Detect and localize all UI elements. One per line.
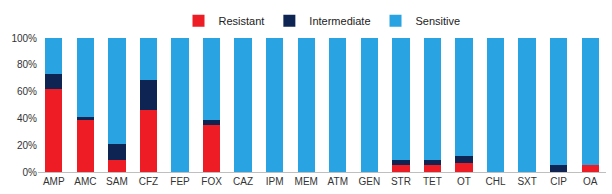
svg-text:MEM: MEM: [295, 176, 318, 187]
svg-text:0%: 0%: [23, 167, 38, 178]
svg-text:60%: 60%: [17, 86, 37, 97]
svg-text:CAZ: CAZ: [233, 176, 253, 187]
svg-text:OA: OA: [583, 176, 598, 187]
svg-text:FOX: FOX: [201, 176, 222, 187]
svg-text:ATM: ATM: [328, 176, 348, 187]
svg-text:CIP: CIP: [550, 176, 567, 187]
svg-text:AMP: AMP: [43, 176, 65, 187]
svg-text:Sensitive: Sensitive: [416, 15, 461, 27]
svg-text:CFZ: CFZ: [139, 176, 158, 187]
svg-text:Intermediate: Intermediate: [309, 15, 370, 27]
svg-text:SAM: SAM: [106, 176, 128, 187]
svg-text:CHL: CHL: [486, 176, 506, 187]
svg-text:Resistant: Resistant: [219, 15, 265, 27]
svg-text:OT: OT: [457, 176, 471, 187]
svg-text:GEN: GEN: [358, 176, 380, 187]
svg-text:80%: 80%: [17, 59, 37, 70]
svg-text:IPM: IPM: [266, 176, 284, 187]
svg-text:SXT: SXT: [517, 176, 536, 187]
svg-text:STR: STR: [391, 176, 411, 187]
svg-text:40%: 40%: [17, 113, 37, 124]
svg-text:TET: TET: [423, 176, 442, 187]
svg-text:100%: 100%: [11, 33, 37, 44]
svg-text:AMC: AMC: [74, 176, 96, 187]
svg-text:20%: 20%: [17, 140, 37, 151]
svg-text:FEP: FEP: [170, 176, 190, 187]
